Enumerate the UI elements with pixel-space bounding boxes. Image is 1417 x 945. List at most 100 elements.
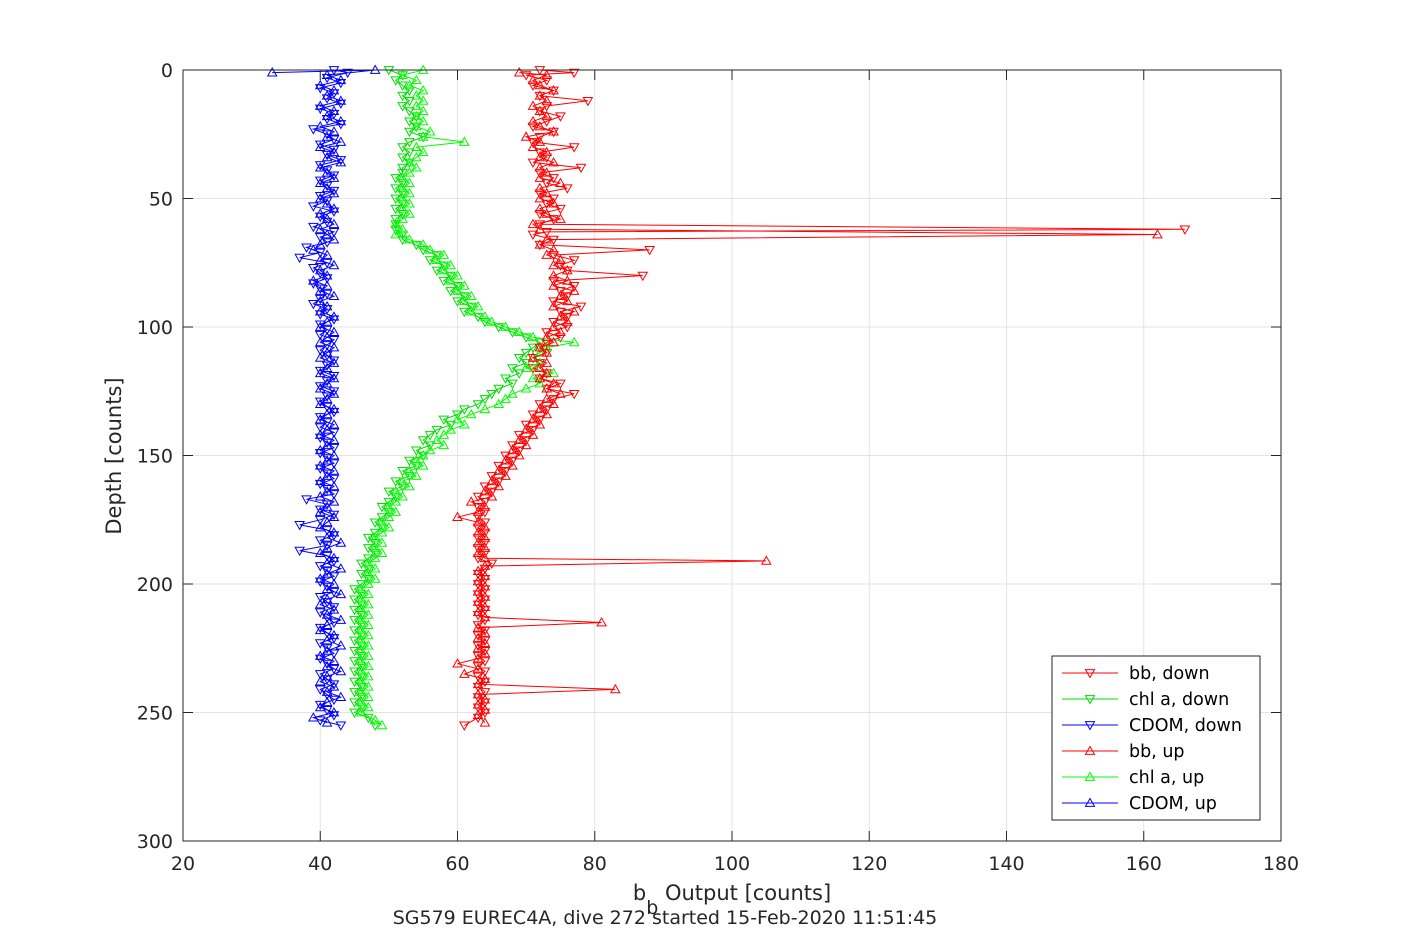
data-point (493, 480, 505, 491)
data-point (534, 343, 546, 354)
data-point (445, 275, 456, 285)
series-line (360, 69, 575, 726)
data-point (1179, 225, 1191, 235)
data-point (390, 215, 402, 225)
data-point (520, 436, 532, 446)
data-point (417, 95, 429, 105)
data-point (541, 208, 553, 218)
data-point (479, 532, 491, 542)
x-tick-label: 40 (308, 853, 332, 875)
data-point (321, 455, 333, 465)
data-point (465, 408, 477, 419)
data-point (534, 162, 546, 172)
data-point (328, 434, 340, 444)
data-point (321, 316, 333, 326)
data-point (541, 234, 553, 244)
data-point (397, 163, 408, 174)
data-point (404, 234, 415, 244)
data-point (417, 146, 429, 157)
data-point (479, 637, 491, 647)
data-point (561, 312, 573, 323)
data-point (520, 333, 532, 343)
data-point (404, 138, 415, 148)
data-point (472, 632, 484, 642)
data-point (335, 74, 347, 85)
data-point (410, 461, 422, 472)
data-point (362, 660, 374, 671)
data-point (561, 275, 573, 285)
data-point (472, 533, 484, 544)
data-point (410, 470, 422, 480)
data-point (294, 253, 306, 264)
data-point (404, 480, 415, 491)
data-point (321, 228, 333, 239)
y-axis-label: Depth [counts] (102, 377, 126, 534)
data-point (376, 503, 388, 513)
data-point (314, 208, 326, 218)
data-point (527, 331, 539, 342)
data-point (356, 672, 367, 683)
data-point (335, 157, 347, 167)
data-point (390, 496, 402, 506)
data-point (362, 578, 374, 588)
legend-label: CDOM, down (1129, 716, 1242, 736)
data-point (479, 717, 491, 727)
data-point (500, 321, 511, 331)
data-point (328, 290, 340, 301)
data-point (328, 629, 340, 640)
series-chl-a-down (349, 66, 546, 731)
data-point (335, 721, 347, 731)
data-point (390, 228, 402, 239)
data-point (438, 439, 450, 450)
data-point (321, 110, 333, 121)
data-point (472, 523, 484, 533)
legend-marker (1084, 771, 1096, 781)
data-point (404, 456, 415, 467)
data-point (369, 721, 381, 731)
data-point (479, 403, 491, 414)
data-point (548, 276, 559, 287)
data-point (548, 300, 559, 311)
data-point (404, 198, 415, 208)
data-point (397, 172, 408, 182)
data-point (513, 449, 525, 460)
data-point (548, 321, 559, 331)
data-point (534, 105, 546, 115)
data-point (321, 567, 333, 577)
data-point (308, 275, 319, 285)
data-point (390, 506, 402, 516)
data-point (328, 680, 340, 690)
data-point (520, 348, 532, 359)
data-point (452, 282, 463, 292)
data-point (472, 312, 484, 323)
data-point (534, 151, 546, 162)
legend-entry: chl a, up (1062, 768, 1204, 788)
data-point (534, 90, 546, 100)
data-point (314, 162, 326, 172)
data-point (314, 264, 326, 275)
data-point (493, 477, 505, 487)
data-point (314, 624, 326, 635)
data-point (459, 136, 470, 146)
data-point (417, 105, 429, 115)
data-point (479, 647, 491, 658)
data-point (486, 559, 498, 569)
data-point (534, 347, 546, 357)
data-point (445, 271, 456, 282)
data-point (507, 444, 518, 455)
data-point (356, 621, 367, 631)
data-point (472, 689, 484, 699)
data-point (527, 81, 539, 91)
data-point (397, 189, 408, 199)
data-point (417, 246, 429, 256)
data-point (548, 244, 559, 254)
data-point (376, 527, 388, 537)
data-point (328, 259, 340, 270)
data-point (438, 429, 450, 439)
data-point (321, 213, 333, 223)
data-point (417, 115, 429, 126)
data-point (321, 182, 333, 193)
data-point (397, 199, 408, 210)
data-point (369, 518, 381, 528)
chart-title: SG579 EUREC4A, dive 272 started 15-Feb-2… (393, 907, 938, 929)
